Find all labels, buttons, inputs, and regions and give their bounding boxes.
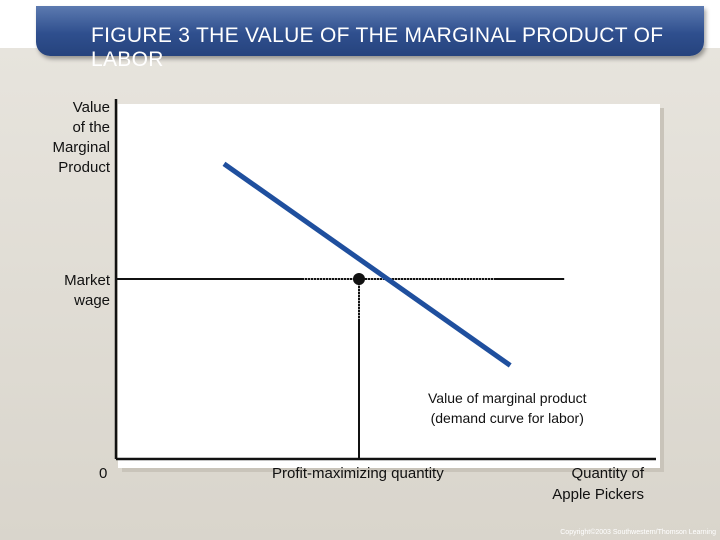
profit-maximizing-quantity-label: Profit-maximizing quantity	[272, 465, 444, 482]
title-bar: FIGURE 3 THE VALUE OF THE MARGINAL PRODU…	[36, 6, 704, 71]
market-wage-label-line: wage	[74, 292, 110, 309]
y-axis-label-line: Product	[58, 159, 110, 176]
plot-area	[118, 104, 660, 468]
copyright-notice: Copyright©2003 Southwestern/Thomson Lear…	[560, 529, 716, 536]
x-axis-label: Quantity of Apple Pickers	[552, 463, 644, 505]
x-axis-label-line: Apple Pickers	[552, 486, 644, 503]
demand-curve-label-line: (demand curve for labor)	[430, 410, 584, 426]
figure-title: FIGURE 3 THE VALUE OF THE MARGINAL PRODU…	[91, 24, 664, 71]
y-axis-label-line: of the	[72, 119, 110, 136]
y-axis-label-line: Marginal	[52, 139, 110, 156]
origin-label: 0	[99, 465, 108, 482]
demand-curve-line	[222, 161, 512, 368]
x-axis-label-line: Quantity of	[571, 465, 644, 482]
equilibrium-point	[353, 273, 365, 285]
demand-curve-label-line: Value of marginal product	[428, 390, 587, 406]
market-wage-label-line: Market	[64, 272, 110, 289]
market-wage-label: Market wage	[64, 271, 110, 311]
y-axis-label: Value of the Marginal Product	[52, 98, 110, 178]
demand-curve-label: Value of marginal product (demand curve …	[428, 388, 587, 428]
y-axis-label-line: Value	[72, 99, 110, 116]
